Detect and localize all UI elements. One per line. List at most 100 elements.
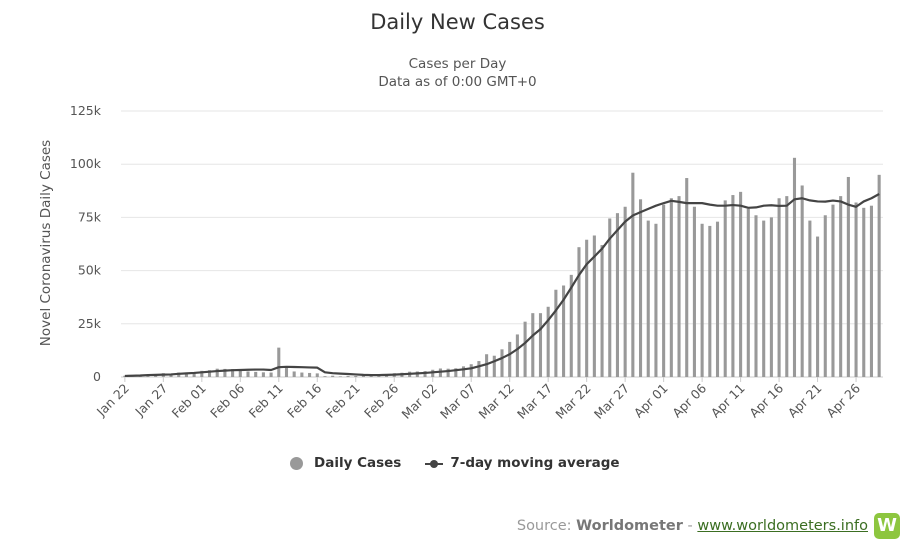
daily-cases-bar[interactable] xyxy=(515,334,519,377)
legend-item-daily-cases[interactable]: Daily Cases xyxy=(290,455,401,471)
x-tick-label: Feb 16 xyxy=(284,380,324,420)
daily-cases-bar[interactable] xyxy=(485,354,489,377)
source-separator: - xyxy=(682,518,698,534)
x-tick-label: Jan 27 xyxy=(131,381,170,420)
daily-cases-bar[interactable] xyxy=(792,157,797,377)
daily-cases-bar[interactable] xyxy=(715,221,720,377)
daily-cases-bar[interactable] xyxy=(639,199,643,377)
daily-cases-bar[interactable] xyxy=(831,204,835,377)
daily-cases-bar[interactable] xyxy=(739,191,743,377)
daily-cases-bar[interactable] xyxy=(207,370,212,377)
daily-cases-bar[interactable] xyxy=(192,372,196,377)
daily-cases-bar[interactable] xyxy=(600,245,604,377)
daily-cases-bar[interactable] xyxy=(777,198,781,377)
daily-cases-bar[interactable] xyxy=(677,196,681,377)
daily-cases-bar[interactable] xyxy=(554,289,558,377)
daily-cases-bar[interactable] xyxy=(338,376,342,377)
daily-cases-bar[interactable] xyxy=(292,371,296,377)
daily-cases-bar[interactable] xyxy=(331,375,335,377)
daily-cases-bar[interactable] xyxy=(785,196,789,377)
x-tick-label: Apr 26 xyxy=(823,380,863,420)
daily-cases-bar[interactable] xyxy=(692,206,696,377)
x-tick-label: Feb 21 xyxy=(323,381,363,421)
daily-cases-bar[interactable] xyxy=(454,368,458,377)
daily-cases-bar[interactable] xyxy=(685,178,689,377)
daily-cases-bar[interactable] xyxy=(700,223,704,377)
daily-cases-bar[interactable] xyxy=(546,306,550,377)
daily-cases-bar[interactable] xyxy=(662,204,666,377)
daily-cases-bar[interactable] xyxy=(538,313,543,377)
daily-cases-bar[interactable] xyxy=(531,313,535,377)
source-link[interactable]: www.worldometers.info xyxy=(697,518,868,534)
y-tick-label: 125k xyxy=(70,103,102,118)
daily-cases-bar[interactable] xyxy=(877,174,881,377)
daily-cases-bar[interactable] xyxy=(862,207,866,377)
daily-cases-bar[interactable] xyxy=(731,195,735,377)
daily-cases-bar[interactable] xyxy=(854,202,858,377)
moving-average-line[interactable] xyxy=(124,193,880,378)
daily-cases-bar[interactable] xyxy=(839,196,843,377)
legend-marker-circle xyxy=(290,456,303,470)
daily-cases-bar[interactable] xyxy=(654,223,658,377)
daily-cases-bars[interactable] xyxy=(123,157,881,377)
daily-cases-bar[interactable] xyxy=(223,368,227,377)
daily-cases-bar[interactable] xyxy=(608,218,612,377)
daily-cases-bar[interactable] xyxy=(669,198,673,377)
daily-cases-bar[interactable] xyxy=(492,355,496,377)
daily-cases-bar[interactable] xyxy=(631,172,635,377)
daily-cases-bar[interactable] xyxy=(238,370,242,377)
daily-cases-bar[interactable] xyxy=(477,361,481,377)
daily-cases-bar[interactable] xyxy=(816,236,820,377)
daily-cases-bar[interactable] xyxy=(800,185,804,377)
daily-cases-bar[interactable] xyxy=(708,225,712,377)
chart-subtitle: Cases per Day xyxy=(408,56,507,72)
daily-cases-bar[interactable] xyxy=(500,349,504,377)
chart-data-date: Data as of 0:00 GMT+0 xyxy=(378,74,537,90)
moving-average-path[interactable] xyxy=(124,193,880,378)
daily-cases-bar[interactable] xyxy=(261,372,265,377)
daily-cases-bar[interactable] xyxy=(269,372,273,377)
daily-cases-bar[interactable] xyxy=(508,341,512,377)
daily-cases-bar[interactable] xyxy=(754,215,758,377)
daily-cases-bar[interactable] xyxy=(184,372,188,377)
daily-cases-bar[interactable] xyxy=(762,220,766,377)
daily-cases-bar[interactable] xyxy=(823,215,827,377)
daily-cases-bar[interactable] xyxy=(254,371,258,377)
daily-cases-bar[interactable] xyxy=(154,375,158,377)
daily-cases-bar[interactable] xyxy=(569,274,573,377)
daily-cases-bar[interactable] xyxy=(200,370,204,377)
daily-cases-bar[interactable] xyxy=(769,217,773,377)
daily-cases-bar[interactable] xyxy=(315,373,319,377)
daily-cases-bar[interactable] xyxy=(469,364,473,377)
daily-cases-bar[interactable] xyxy=(585,239,589,377)
daily-cases-bar[interactable] xyxy=(346,375,350,377)
daily-cases-bar[interactable] xyxy=(300,372,304,377)
legend-item-moving-average[interactable]: 7-day moving average xyxy=(425,455,620,471)
daily-cases-bar[interactable] xyxy=(246,371,250,377)
y-tick-label: 0 xyxy=(93,369,101,384)
daily-cases-bar[interactable] xyxy=(746,208,750,377)
daily-cases-bar[interactable] xyxy=(723,200,727,377)
daily-cases-bar[interactable] xyxy=(361,375,365,377)
worldometer-logo-icon[interactable]: W xyxy=(874,513,900,539)
daily-cases-bar[interactable] xyxy=(623,206,627,377)
daily-cases-bar[interactable] xyxy=(577,247,581,377)
daily-cases-bar[interactable] xyxy=(215,368,219,377)
daily-cases-bar[interactable] xyxy=(592,235,596,377)
daily-cases-bar[interactable] xyxy=(646,220,650,377)
daily-cases-bar[interactable] xyxy=(615,213,619,377)
daily-cases-bar[interactable] xyxy=(277,347,281,377)
daily-cases-bar[interactable] xyxy=(284,366,289,377)
daily-cases-bar[interactable] xyxy=(446,368,450,377)
daily-cases-bar[interactable] xyxy=(523,321,527,377)
daily-cases-bar[interactable] xyxy=(231,369,235,377)
daily-cases-bar[interactable] xyxy=(846,176,850,377)
daily-cases-bar[interactable] xyxy=(869,205,873,377)
daily-cases-bar[interactable] xyxy=(808,220,812,377)
daily-cases-bar[interactable] xyxy=(461,366,466,377)
daily-cases-bar[interactable] xyxy=(123,375,127,377)
daily-cases-bar[interactable] xyxy=(562,285,566,377)
daily-cases-bar[interactable] xyxy=(354,375,358,377)
daily-cases-bar[interactable] xyxy=(323,376,327,377)
daily-cases-bar[interactable] xyxy=(308,372,312,377)
